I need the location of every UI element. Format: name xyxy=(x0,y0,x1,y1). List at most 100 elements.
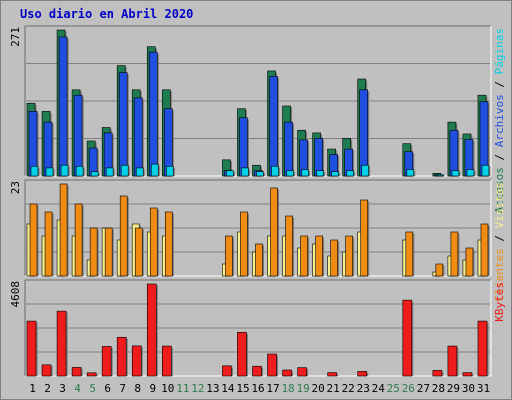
x-tick-label: 30 xyxy=(462,382,475,395)
bar-clientes xyxy=(360,199,369,277)
bar-paginas xyxy=(90,171,99,177)
x-tick-label: 19 xyxy=(296,382,309,395)
bar-clientes xyxy=(134,227,143,277)
x-tick-label: 14 xyxy=(221,382,235,395)
bar-kbytes xyxy=(146,283,157,377)
bar-paginas xyxy=(271,166,279,177)
bar-paginas xyxy=(45,167,54,177)
bar-kbytes xyxy=(86,372,97,377)
bar-paginas xyxy=(75,166,84,177)
bar-clientes xyxy=(44,211,53,277)
bar-paginas xyxy=(301,169,309,177)
bar-kbytes xyxy=(447,345,458,377)
series-legend-label: Accesos / Archivos / Páginas xyxy=(493,28,506,213)
bar-archivos xyxy=(73,94,83,177)
y-max-label: 271 xyxy=(9,27,22,47)
panel-mid: 23 Clientes / Visitas xyxy=(9,179,506,301)
x-tick-label: 26 xyxy=(402,382,415,395)
x-tick-label: 1 xyxy=(29,382,36,395)
x-tick-label: 28 xyxy=(432,382,445,395)
bar-paginas xyxy=(105,167,114,177)
bar-kbytes xyxy=(252,365,262,377)
bar-kbytes xyxy=(462,372,473,377)
series-legend-label: KBytes xyxy=(493,282,506,322)
bar-archivos xyxy=(163,108,173,177)
bar-paginas xyxy=(436,174,445,177)
bar-kbytes xyxy=(432,370,443,377)
bar-clientes xyxy=(315,235,323,277)
x-tick-label: 24 xyxy=(372,382,386,395)
x-tick-label: 3 xyxy=(59,382,66,395)
bar-kbytes xyxy=(267,353,277,377)
series-legend-label: Clientes / Visitas xyxy=(493,182,506,301)
bar-kbytes xyxy=(101,346,112,377)
x-tick-label: 11 xyxy=(176,382,189,395)
bar-paginas xyxy=(331,171,339,177)
x-tick-label: 18 xyxy=(281,382,294,395)
bar-kbytes xyxy=(477,320,488,377)
series-legend-part: Accesos xyxy=(493,167,506,213)
bar-archivos xyxy=(449,129,459,177)
bar-archivos xyxy=(148,51,158,177)
x-tick-label: 21 xyxy=(327,382,340,395)
bar-clientes xyxy=(164,211,173,277)
bar-paginas xyxy=(316,170,324,177)
series-legend-part: Archivos xyxy=(493,94,506,147)
bar-kbytes xyxy=(131,345,142,377)
x-tick-label: 13 xyxy=(206,382,219,395)
x-tick-label: 29 xyxy=(447,382,460,395)
bar-kbytes xyxy=(161,345,172,377)
bar-clientes xyxy=(285,215,293,277)
bar-paginas xyxy=(451,170,460,177)
chart-title: Uso diario en Abril 2020 xyxy=(20,7,193,21)
bar-clientes xyxy=(300,235,308,277)
series-legend-part: Páginas xyxy=(493,28,506,74)
bar-paginas xyxy=(30,166,39,177)
series-legend-part: / xyxy=(493,228,506,248)
x-tick-label: 9 xyxy=(149,382,156,395)
x-tick-label: 27 xyxy=(417,382,430,395)
bar-clientes xyxy=(435,263,444,277)
x-tick-label: 15 xyxy=(236,382,249,395)
bar-kbytes xyxy=(222,365,232,377)
bar-clientes xyxy=(74,203,83,277)
bar-kbytes xyxy=(71,367,82,377)
bar-clientes xyxy=(450,231,459,277)
series-legend-part: KBytes xyxy=(493,282,506,322)
bar-paginas xyxy=(481,164,490,177)
bar-kbytes xyxy=(357,371,368,377)
x-tick-label: 12 xyxy=(191,382,204,395)
x-tick-label: 25 xyxy=(387,382,400,395)
x-tick-label: 20 xyxy=(312,382,325,395)
bar-paginas xyxy=(60,164,69,177)
bar-clientes xyxy=(240,211,248,277)
bar-clientes xyxy=(59,183,68,277)
x-tick-label: 2 xyxy=(44,382,51,395)
bar-archivos xyxy=(479,101,489,177)
x-tick-label: 22 xyxy=(342,382,355,395)
bar-clientes xyxy=(480,223,489,277)
bar-kbytes xyxy=(327,372,337,377)
bar-paginas xyxy=(361,164,370,177)
bar-clientes xyxy=(29,203,38,277)
bar-paginas xyxy=(256,171,264,177)
bar-paginas xyxy=(346,170,354,177)
bar-kbytes xyxy=(41,364,52,377)
bar-kbytes xyxy=(297,367,307,377)
bar-paginas xyxy=(241,167,249,177)
bar-kbytes xyxy=(116,336,127,377)
x-tick-label: 31 xyxy=(477,382,490,395)
x-tick-label: 16 xyxy=(251,382,264,395)
bar-kbytes xyxy=(56,310,67,377)
bar-clientes xyxy=(330,239,338,277)
chart-panels: 271 Accesos / Archivos / Páginas 23 Cliente… xyxy=(9,25,506,377)
x-tick-label: 6 xyxy=(104,382,111,395)
x-tick-label: 23 xyxy=(357,382,370,395)
bar-paginas xyxy=(466,169,475,177)
bar-kbytes xyxy=(26,320,37,377)
bar-paginas xyxy=(165,166,174,177)
bar-clientes xyxy=(345,235,353,277)
x-tick-label: 7 xyxy=(119,382,126,395)
series-legend-part: Clientes xyxy=(493,248,506,301)
